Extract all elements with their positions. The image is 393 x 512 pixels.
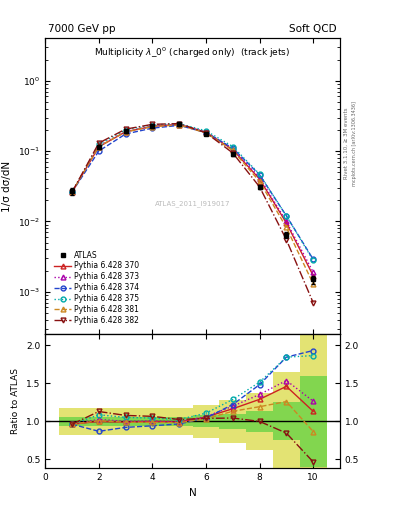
Pythia 6.428 382 (70, 189, 74, 195)
Text: mcplots.cern.ch [arXiv:1306.3436]: mcplots.cern.ch [arXiv:1306.3436] (352, 101, 357, 186)
Line: Pythia 6.428 375: Pythia 6.428 375 (70, 121, 316, 263)
Pythia 6.428 382 (284, 237, 289, 243)
Pythia 6.428 381 (257, 178, 262, 184)
Pythia 6.428 373 (230, 145, 235, 152)
Pythia 6.428 374 (123, 131, 128, 137)
Pythia 6.428 373 (150, 123, 155, 129)
Pythia 6.428 370 (230, 146, 235, 153)
Pythia 6.428 374 (150, 125, 155, 131)
Y-axis label: Ratio to ATLAS: Ratio to ATLAS (11, 368, 20, 434)
Pythia 6.428 370 (257, 176, 262, 182)
Line: Pythia 6.428 374: Pythia 6.428 374 (70, 123, 316, 262)
Pythia 6.428 374 (284, 213, 289, 219)
Pythia 6.428 370 (150, 123, 155, 130)
Pythia 6.428 375 (257, 171, 262, 177)
Pythia 6.428 370 (284, 220, 289, 226)
Pythia 6.428 381 (177, 122, 182, 128)
Pythia 6.428 381 (230, 147, 235, 154)
Pythia 6.428 373 (177, 121, 182, 127)
Pythia 6.428 381 (70, 189, 74, 195)
Pythia 6.428 370 (311, 272, 316, 279)
Y-axis label: 1/σ dσ/dN: 1/σ dσ/dN (2, 161, 13, 212)
Pythia 6.428 375 (70, 189, 74, 195)
Line: Pythia 6.428 373: Pythia 6.428 373 (70, 122, 316, 274)
Pythia 6.428 382 (204, 130, 208, 136)
X-axis label: N: N (189, 488, 196, 498)
Pythia 6.428 375 (177, 120, 182, 126)
Pythia 6.428 381 (96, 143, 101, 150)
Pythia 6.428 374 (204, 130, 208, 136)
Pythia 6.428 382 (257, 184, 262, 190)
Pythia 6.428 382 (311, 300, 316, 306)
Text: Multiplicity $\lambda\_0^0$ (charged only)  (track jets): Multiplicity $\lambda\_0^0$ (charged onl… (94, 46, 291, 60)
Pythia 6.428 370 (96, 144, 101, 150)
Pythia 6.428 381 (123, 129, 128, 135)
Pythia 6.428 374 (177, 122, 182, 129)
Pythia 6.428 375 (311, 257, 316, 263)
Pythia 6.428 382 (96, 140, 101, 146)
Pythia 6.428 375 (150, 122, 155, 128)
Pythia 6.428 381 (204, 130, 208, 136)
Pythia 6.428 370 (177, 121, 182, 127)
Legend: ATLAS, Pythia 6.428 370, Pythia 6.428 373, Pythia 6.428 374, Pythia 6.428 375, P: ATLAS, Pythia 6.428 370, Pythia 6.428 37… (52, 248, 141, 327)
Pythia 6.428 370 (70, 189, 74, 195)
Text: Soft QCD: Soft QCD (289, 24, 337, 34)
Pythia 6.428 382 (150, 121, 155, 127)
Line: Pythia 6.428 370: Pythia 6.428 370 (70, 122, 316, 278)
Pythia 6.428 381 (311, 281, 316, 287)
Pythia 6.428 375 (123, 127, 128, 133)
Pythia 6.428 374 (96, 148, 101, 154)
Text: ATLAS_2011_I919017: ATLAS_2011_I919017 (155, 201, 230, 207)
Line: Pythia 6.428 381: Pythia 6.428 381 (70, 122, 316, 286)
Line: Pythia 6.428 382: Pythia 6.428 382 (70, 121, 316, 305)
Pythia 6.428 382 (123, 126, 128, 132)
Pythia 6.428 382 (177, 120, 182, 126)
Text: 7000 GeV pp: 7000 GeV pp (48, 24, 116, 34)
Pythia 6.428 373 (311, 269, 316, 275)
Pythia 6.428 370 (123, 129, 128, 135)
Pythia 6.428 375 (96, 141, 101, 147)
Pythia 6.428 370 (204, 129, 208, 135)
Pythia 6.428 373 (257, 175, 262, 181)
Pythia 6.428 373 (70, 189, 74, 195)
Pythia 6.428 374 (311, 256, 316, 262)
Pythia 6.428 374 (70, 189, 74, 195)
Pythia 6.428 375 (204, 128, 208, 134)
Pythia 6.428 382 (230, 150, 235, 156)
Pythia 6.428 373 (284, 218, 289, 224)
Pythia 6.428 375 (230, 143, 235, 150)
Text: Rivet 3.1.10, ≥ 3M events: Rivet 3.1.10, ≥ 3M events (344, 108, 349, 179)
Pythia 6.428 381 (284, 224, 289, 230)
Pythia 6.428 374 (257, 172, 262, 178)
Pythia 6.428 381 (150, 123, 155, 130)
Pythia 6.428 373 (123, 129, 128, 135)
Pythia 6.428 373 (204, 129, 208, 135)
Pythia 6.428 374 (230, 145, 235, 151)
Pythia 6.428 373 (96, 143, 101, 149)
Pythia 6.428 375 (284, 213, 289, 219)
